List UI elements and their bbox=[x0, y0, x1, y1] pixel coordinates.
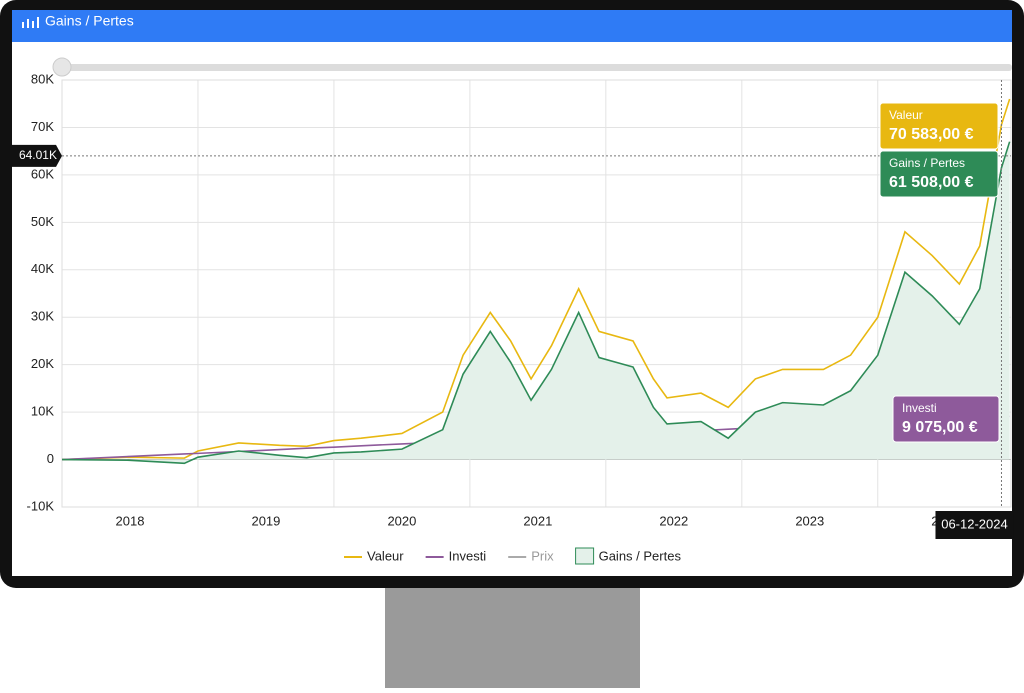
series-line bbox=[61, 98, 1011, 461]
tooltip-box bbox=[879, 102, 999, 150]
header-bar bbox=[12, 10, 1012, 42]
legend-label: Gains / Pertes bbox=[599, 548, 682, 563]
tooltip-value: 9 075,00 € bbox=[902, 419, 978, 436]
y-tick-label: 0 bbox=[47, 451, 54, 466]
x-tick-label: 2020 bbox=[387, 513, 416, 528]
crosshair-y-label: 64.01K bbox=[19, 148, 57, 162]
y-tick-label: 40K bbox=[31, 261, 54, 276]
legend-item[interactable]: Valeur bbox=[344, 548, 404, 563]
header-title: Gains / Pertes bbox=[45, 13, 134, 29]
x-tick-label: 2023 bbox=[795, 513, 824, 528]
legend-item[interactable]: Prix bbox=[508, 548, 554, 563]
tooltip-box bbox=[879, 150, 999, 198]
tooltip-value: 70 583,00 € bbox=[889, 126, 974, 143]
tooltip-value: 61 508,00 € bbox=[889, 174, 974, 191]
x-tick-label: 2021 bbox=[523, 513, 552, 528]
y-tick-label: 70K bbox=[31, 119, 54, 134]
tooltip-box bbox=[892, 395, 1000, 443]
y-tick-label: 10K bbox=[31, 404, 54, 419]
legend-label: Investi bbox=[449, 548, 487, 563]
slider-handle[interactable] bbox=[52, 57, 72, 77]
y-tick-label: 30K bbox=[31, 309, 54, 324]
y-tick-label: 50K bbox=[31, 214, 54, 229]
legend-item[interactable]: Gains / Pertes bbox=[575, 547, 682, 565]
y-tick-label: -10K bbox=[27, 498, 55, 513]
y-tick-label: 60K bbox=[31, 166, 54, 181]
legend-label: Prix bbox=[531, 548, 554, 563]
x-tick-label: 2018 bbox=[116, 513, 145, 528]
crosshair-y-box bbox=[12, 144, 62, 167]
monitor-stand bbox=[385, 585, 640, 688]
y-tick-label: 20K bbox=[31, 356, 54, 371]
tooltip-label: Valeur bbox=[889, 108, 923, 122]
legend-item[interactable]: Investi bbox=[425, 548, 487, 563]
legend-label: Valeur bbox=[367, 548, 404, 563]
x-tick-label: 2019 bbox=[251, 513, 280, 528]
tooltip-label: Investi bbox=[902, 401, 937, 415]
crosshair-x-box bbox=[935, 511, 1014, 539]
display bbox=[12, 10, 1012, 576]
header-icon bbox=[22, 17, 39, 28]
y-tick-label: 80K bbox=[31, 71, 54, 86]
zoom-slider[interactable] bbox=[62, 64, 1012, 71]
tooltip-label: Gains / Pertes bbox=[889, 156, 965, 170]
crosshair-x-label: 06-12-2024 bbox=[941, 516, 1008, 531]
x-tick-label: 2022 bbox=[659, 513, 688, 528]
series-line bbox=[61, 141, 1011, 465]
legend-swatch bbox=[575, 547, 595, 565]
plot-frame bbox=[61, 79, 1012, 508]
